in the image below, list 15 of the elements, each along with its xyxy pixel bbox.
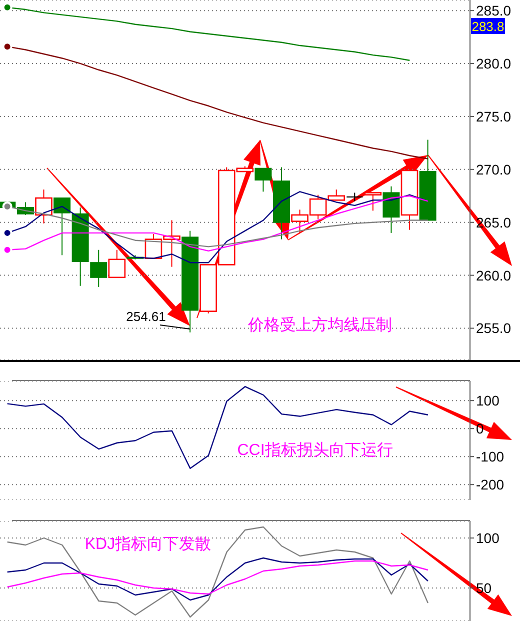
y-tick-label: 285.0 [476,2,512,19]
y-tick-label: 100 [476,392,500,409]
y-tick-label: 275.0 [476,108,512,124]
annotation: 价格受上方均线压制 [247,316,392,334]
y-tick-label: 280.0 [476,56,512,72]
y-tick-label: 100 [476,530,500,546]
y-tick-label: -100 [476,448,504,465]
y-tick-label: -200 [476,476,504,493]
annotation: CCI指标拐头向下运行 [237,441,393,459]
annotation: 254.61 [126,309,166,324]
annotation: KDJ指标向下发散 [84,535,212,553]
y-tick-label: 255.0 [476,320,512,336]
y-tick-label: 50 [476,580,492,596]
y-tick-label: 270.0 [476,161,512,178]
y-tick-label: 260.0 [476,267,512,284]
